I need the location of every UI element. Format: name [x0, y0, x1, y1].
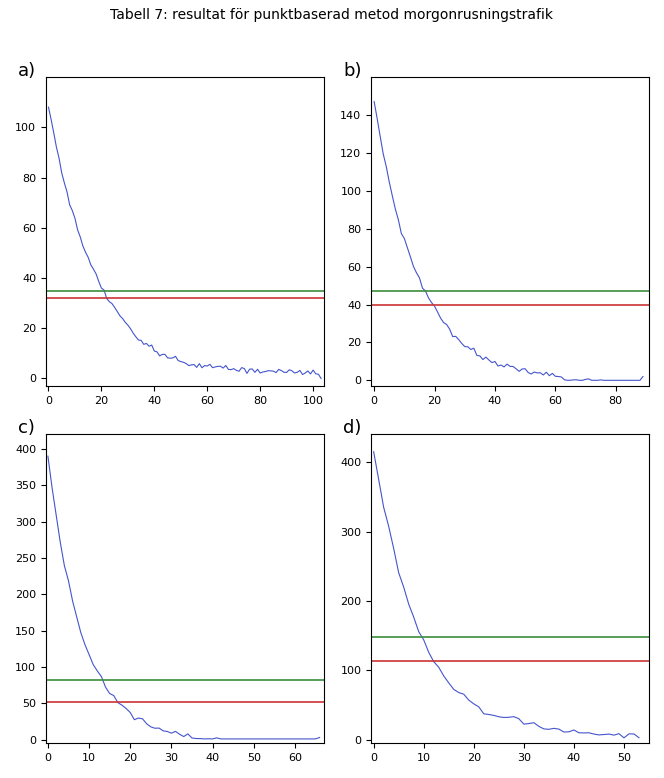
Text: a): a) [18, 61, 36, 79]
Text: Tabell 7: resultat för punktbaserad metod morgonrusningstrafik: Tabell 7: resultat för punktbaserad meto… [110, 8, 554, 22]
Text: d): d) [343, 419, 362, 437]
Text: c): c) [18, 419, 35, 437]
Text: b): b) [343, 61, 362, 79]
